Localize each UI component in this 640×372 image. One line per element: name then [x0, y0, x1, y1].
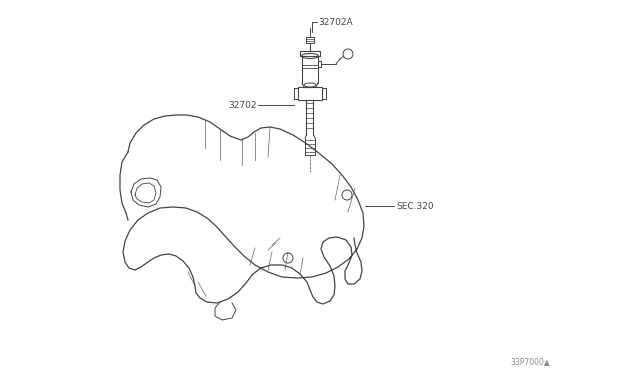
Text: 33P7000▲: 33P7000▲	[510, 357, 550, 366]
Bar	[298, 87, 322, 100]
Text: 32702A: 32702A	[318, 17, 353, 26]
Bar	[306, 37, 314, 43]
Bar	[300, 51, 320, 56]
Text: SEC.320: SEC.320	[396, 202, 434, 211]
Text: 32702: 32702	[228, 100, 257, 109]
